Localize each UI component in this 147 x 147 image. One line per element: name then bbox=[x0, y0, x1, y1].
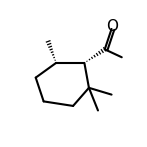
Text: O: O bbox=[106, 19, 118, 34]
